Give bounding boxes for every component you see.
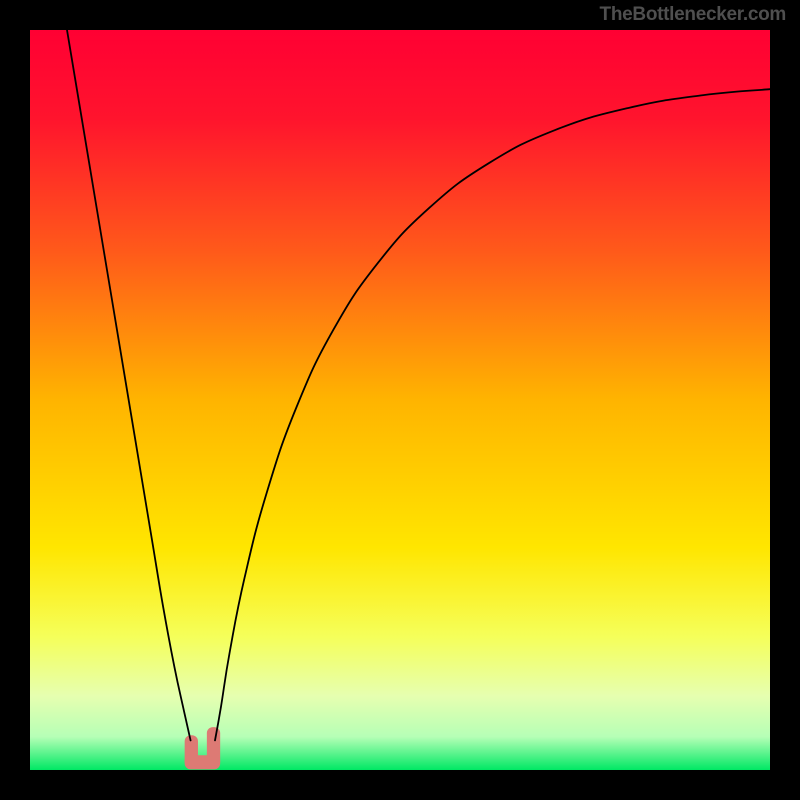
watermark-text: TheBottlenecker.com [600,4,786,26]
plot-svg [30,30,770,770]
gradient-background [30,30,770,770]
salmon-bar-1 [207,727,220,767]
chart-root: TheBottlenecker.com [0,0,800,800]
plot-area [30,30,770,770]
